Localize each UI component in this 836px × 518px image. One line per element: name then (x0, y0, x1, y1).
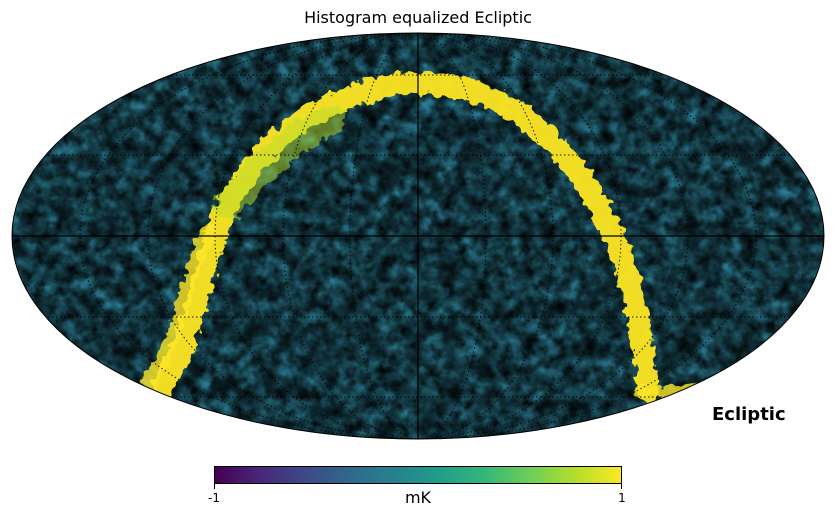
colorbar-tick-min (214, 484, 215, 489)
colorbar-max-label: 1 (618, 491, 626, 505)
colorbar-min-label: -1 (208, 491, 220, 505)
map-title: Histogram equalized Ecliptic (304, 8, 532, 27)
map-outline (11, 32, 825, 440)
colorbar (214, 466, 622, 484)
colorbar-tick-max (621, 484, 622, 489)
coordinate-system-label: Ecliptic (712, 404, 786, 425)
colorbar-unit-label: mK (404, 488, 432, 507)
mollweide-map (11, 32, 825, 440)
map-axes (12, 33, 824, 439)
